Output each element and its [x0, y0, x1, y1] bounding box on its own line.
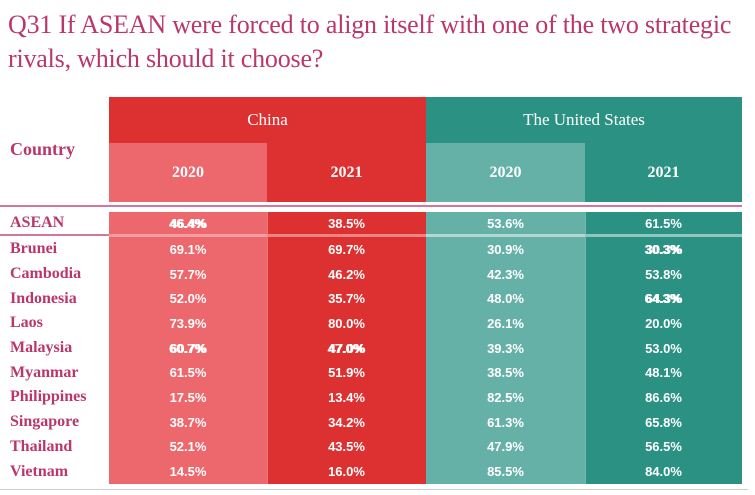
value-cell: 61.5% [585, 212, 742, 234]
value-cell: 39.3% [426, 335, 585, 361]
value-cell: 46.2% [267, 261, 426, 287]
us-2020-year-header: 2020 [426, 143, 585, 202]
value-cell: 60.7% [109, 335, 267, 361]
value-cell: 69.1% [109, 237, 267, 262]
value-cell: 61.3% [426, 409, 585, 435]
page-title: Q31 If ASEAN were forced to align itself… [8, 10, 732, 73]
separator-segment [267, 234, 426, 237]
value-cell: 82.5% [426, 385, 585, 410]
value-cell: 57.7% [109, 261, 267, 287]
country-label: Myanmar [0, 360, 109, 386]
value-cell: 52.1% [109, 434, 267, 460]
asean-separator-line-bottom [0, 234, 742, 237]
value-cell: 17.5% [109, 385, 267, 410]
value-cell: 53.8% [585, 261, 742, 287]
value-cell: 73.9% [109, 311, 267, 336]
country-label: Cambodia [0, 261, 109, 287]
country-label: Vietnam [0, 459, 109, 484]
value-cell: 42.3% [426, 261, 585, 287]
country-label: Philippines [0, 385, 109, 410]
value-cell: 48.0% [426, 286, 585, 312]
value-cell: 30.3% [585, 237, 742, 262]
value-cell: 56.5% [585, 434, 742, 460]
separator-segment [585, 234, 742, 237]
separator-segment [0, 234, 109, 237]
value-cell: 48.1% [585, 360, 742, 386]
value-cell: 38.5% [267, 212, 426, 234]
china-group-header: China [109, 97, 426, 143]
value-cell: 14.5% [109, 459, 267, 484]
header-gap [0, 202, 742, 212]
country-label: Thailand [0, 434, 109, 460]
value-cell: 85.5% [426, 459, 585, 484]
alignment-choice-table: Country China The United States 2020 202… [0, 97, 742, 484]
us-2021-year-header: 2021 [585, 143, 742, 202]
value-cell: 16.0% [267, 459, 426, 484]
value-cell: 53.6% [426, 212, 585, 234]
country-label: Brunei [0, 237, 109, 262]
value-cell: 64.3% [585, 286, 742, 312]
separator-segment [426, 234, 585, 237]
asean-separator-line-top [0, 205, 742, 207]
china-2021-year-header: 2021 [267, 143, 426, 202]
value-cell: 52.0% [109, 286, 267, 312]
value-cell: 84.0% [585, 459, 742, 484]
value-cell: 65.8% [585, 409, 742, 435]
value-cell: 47.0% [267, 335, 426, 361]
country-column-header: Country [10, 139, 76, 159]
value-cell: 35.7% [267, 286, 426, 312]
value-cell: 46.4% [109, 212, 267, 234]
value-cell: 26.1% [426, 311, 585, 336]
value-cell: 51.9% [267, 360, 426, 386]
value-cell: 38.5% [426, 360, 585, 386]
value-cell: 86.6% [585, 385, 742, 410]
separator-segment [109, 234, 267, 237]
value-cell: 34.2% [267, 409, 426, 435]
bottom-rule [0, 489, 748, 490]
value-cell: 61.5% [109, 360, 267, 386]
china-2020-year-header: 2020 [109, 143, 267, 202]
value-cell: 47.9% [426, 434, 585, 460]
value-cell: 53.0% [585, 335, 742, 361]
value-cell: 20.0% [585, 311, 742, 336]
value-cell: 69.7% [267, 237, 426, 262]
country-label: ASEAN [0, 212, 109, 234]
value-cell: 38.7% [109, 409, 267, 435]
value-cell: 43.5% [267, 434, 426, 460]
country-label: Laos [0, 311, 109, 336]
country-label: Malaysia [0, 335, 109, 361]
value-cell: 13.4% [267, 385, 426, 410]
country-label: Indonesia [0, 286, 109, 312]
value-cell: 30.9% [426, 237, 585, 262]
us-group-header: The United States [426, 97, 742, 143]
country-label: Singapore [0, 409, 109, 435]
value-cell: 80.0% [267, 311, 426, 336]
